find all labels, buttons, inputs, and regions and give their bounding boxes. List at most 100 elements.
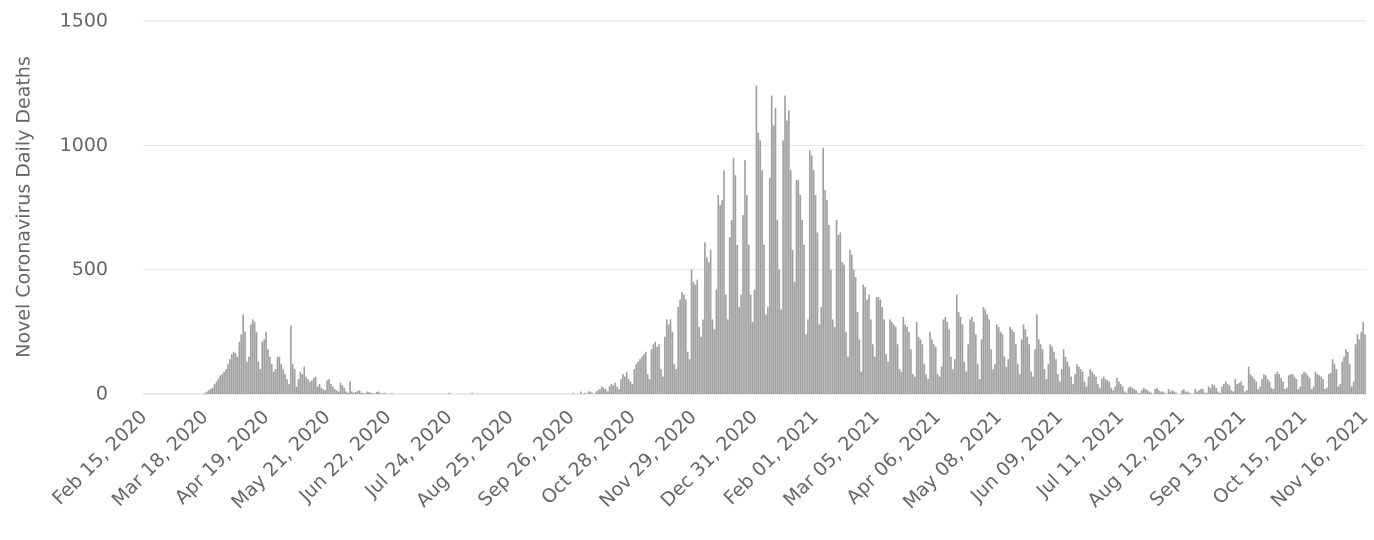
bar (997, 326, 1000, 394)
bar (1345, 349, 1347, 394)
bar (765, 314, 767, 394)
bar (213, 384, 216, 394)
bar (1070, 376, 1073, 394)
bar (973, 321, 975, 394)
bar (1329, 372, 1332, 394)
bar (1001, 334, 1004, 394)
bar (1011, 329, 1013, 394)
bar (328, 379, 330, 394)
bar (969, 319, 971, 394)
bar (885, 354, 887, 394)
bar (797, 180, 800, 394)
bar (1221, 386, 1223, 394)
bar (311, 380, 313, 394)
bar (1362, 321, 1364, 394)
bar (622, 374, 624, 394)
bar (1303, 371, 1305, 394)
bar (1339, 384, 1342, 394)
bar (696, 279, 699, 394)
bar (702, 319, 704, 394)
bar (1060, 369, 1063, 394)
bar (1354, 344, 1357, 394)
bar (351, 391, 353, 394)
bar (1160, 391, 1162, 394)
bar (1123, 391, 1126, 394)
bar (747, 244, 750, 394)
bar (608, 386, 611, 394)
bar (1322, 379, 1324, 394)
bar (1091, 371, 1094, 394)
bar (976, 364, 979, 394)
bar (908, 331, 910, 394)
bar (312, 377, 315, 394)
bar (1203, 392, 1206, 394)
bar (267, 349, 269, 394)
bar (370, 392, 372, 394)
bar (870, 319, 872, 394)
bar (290, 325, 292, 394)
bar (831, 319, 834, 394)
bar (1278, 374, 1280, 394)
bar (362, 392, 365, 394)
bar (583, 392, 586, 394)
bar (209, 389, 212, 394)
bar (959, 316, 962, 394)
bar (801, 219, 804, 394)
bar (364, 393, 367, 394)
bar (625, 371, 628, 394)
bar (278, 356, 281, 394)
bar (810, 155, 813, 394)
bar (291, 364, 294, 394)
bar (650, 349, 653, 394)
bar (669, 319, 672, 394)
bar (1268, 381, 1271, 394)
bar (1112, 390, 1114, 394)
bar (963, 361, 966, 394)
bar (270, 364, 273, 394)
bar (936, 374, 939, 394)
bar (1270, 387, 1273, 394)
bar (761, 170, 763, 394)
bar (740, 294, 742, 394)
bar (587, 391, 590, 394)
bar (1289, 374, 1292, 394)
bar (1249, 374, 1252, 394)
bar (383, 392, 386, 394)
bar (1120, 384, 1122, 394)
bar (1150, 392, 1153, 394)
bar (599, 389, 601, 394)
bar (1287, 375, 1290, 394)
bar (1142, 387, 1145, 394)
bar (366, 391, 368, 394)
bar (1251, 376, 1254, 394)
bar (1228, 385, 1231, 394)
bar (938, 376, 941, 394)
bar (694, 284, 697, 394)
bar (610, 384, 613, 394)
bar (860, 371, 863, 394)
bar (944, 316, 947, 394)
bar (293, 369, 296, 394)
bar (601, 386, 603, 394)
bar (1148, 391, 1151, 394)
bar (1053, 351, 1055, 394)
bar (372, 393, 374, 394)
bar (1200, 389, 1202, 394)
bar (1135, 390, 1137, 394)
bar (1068, 366, 1071, 394)
bar (814, 195, 817, 394)
bar (933, 344, 935, 394)
bar (799, 195, 802, 394)
bar (1232, 391, 1235, 394)
bar (690, 269, 693, 394)
bar (1093, 374, 1095, 394)
bar (616, 386, 618, 394)
bar (1169, 391, 1172, 394)
bar (276, 356, 279, 394)
bar (1188, 392, 1191, 394)
bar (780, 309, 783, 394)
bar (1099, 387, 1101, 394)
bar (1055, 359, 1057, 394)
bar (309, 381, 311, 394)
bar (782, 140, 784, 394)
